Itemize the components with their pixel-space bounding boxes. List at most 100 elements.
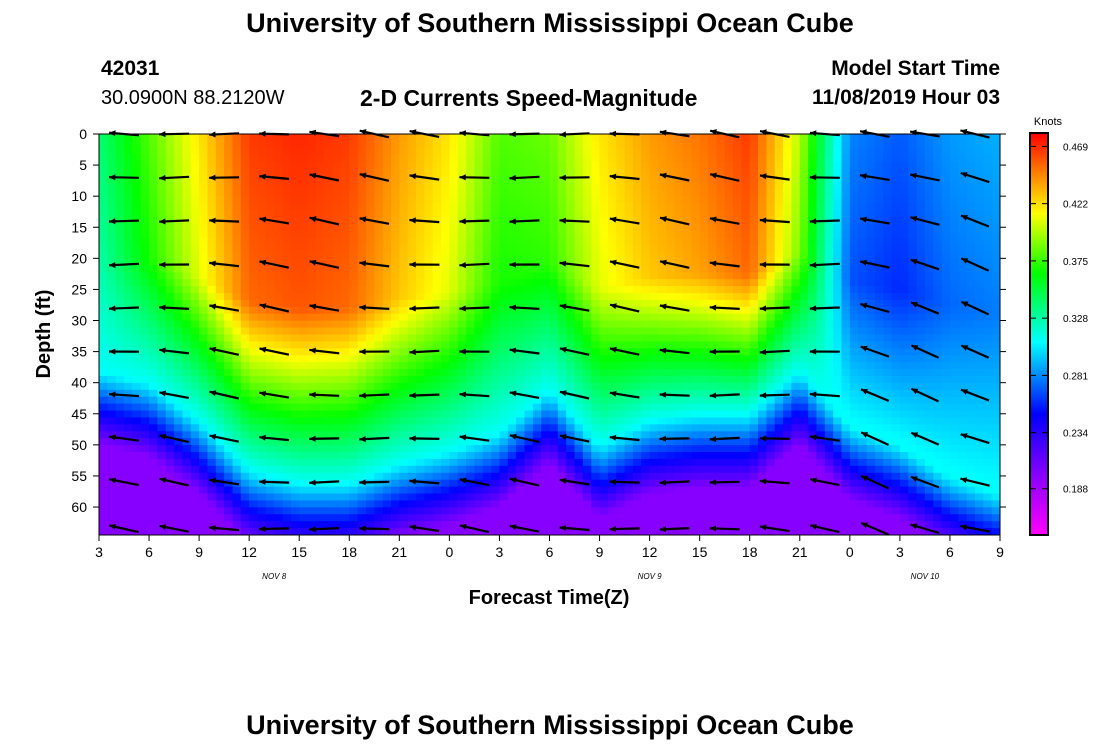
current-vector <box>509 218 540 225</box>
current-vector <box>659 526 690 533</box>
x-tick-label: 21 <box>392 544 408 560</box>
current-vector <box>559 390 590 400</box>
current-vector <box>159 347 190 355</box>
current-vector <box>159 174 190 181</box>
current-vector <box>108 348 140 355</box>
y-tick-label: 40 <box>71 375 87 391</box>
current-vector <box>860 388 890 402</box>
current-vector <box>609 173 640 181</box>
current-vector <box>309 259 340 269</box>
current-vector <box>309 391 340 398</box>
current-vector <box>809 477 840 487</box>
current-vector <box>860 302 890 314</box>
current-vector <box>109 434 140 442</box>
current-vector <box>259 173 290 180</box>
y-tick-label: 60 <box>71 499 87 515</box>
current-vector <box>659 172 690 182</box>
current-vector <box>960 171 990 184</box>
current-vector <box>459 523 490 534</box>
current-vector <box>459 305 490 312</box>
current-vector <box>860 521 890 536</box>
current-vector <box>509 433 540 443</box>
current-vector <box>559 174 590 181</box>
y-tick-label: 30 <box>71 313 87 329</box>
date-label: NOV 9 <box>638 572 663 581</box>
current-vector <box>259 434 290 442</box>
current-vector <box>759 392 790 399</box>
current-vector <box>309 216 340 226</box>
current-vector <box>359 216 390 225</box>
date-label: NOV 10 <box>911 572 940 581</box>
current-vector <box>609 346 640 356</box>
current-vector <box>659 259 690 269</box>
y-tick-label: 25 <box>71 281 87 297</box>
current-vector <box>859 259 890 269</box>
colorbar-gradient <box>1029 132 1049 536</box>
current-vector <box>209 346 240 356</box>
colorbar-tick-label: 0.234 <box>1063 429 1088 440</box>
current-vector <box>960 257 990 272</box>
current-vector <box>559 260 590 268</box>
current-vector <box>259 525 290 532</box>
current-vector <box>459 477 490 487</box>
date-label: NOV 8 <box>262 572 287 581</box>
current-vector <box>159 218 190 225</box>
current-vector <box>108 305 140 312</box>
current-vector <box>860 431 889 446</box>
x-tick-label: 21 <box>792 544 808 560</box>
current-vector <box>409 524 440 533</box>
current-vector <box>109 523 139 534</box>
current-vector <box>709 348 740 355</box>
current-vector <box>359 348 390 355</box>
current-vector <box>259 303 290 313</box>
current-vector <box>759 217 790 224</box>
current-vector <box>359 304 390 311</box>
current-vector <box>960 524 990 533</box>
current-vector <box>108 262 140 269</box>
current-vector <box>759 524 790 533</box>
current-vector <box>509 174 540 181</box>
current-vector <box>209 390 240 400</box>
current-vector <box>859 173 890 181</box>
current-vector <box>459 262 490 269</box>
current-vector <box>309 172 340 182</box>
x-tick-label: 18 <box>341 544 357 560</box>
current-vector <box>108 174 140 181</box>
current-vector <box>859 216 890 225</box>
x-tick-label: 6 <box>145 544 153 560</box>
footer-title: University of Southern Mississippi Ocean… <box>246 710 854 740</box>
x-tick-label: 9 <box>195 544 203 560</box>
current-vector <box>860 345 890 358</box>
current-vector <box>209 217 240 224</box>
current-vector <box>659 303 690 312</box>
y-tick-label: 35 <box>71 344 87 360</box>
colorbar: Knots 0.469 0.422 0.375 0.328 0.281 0.234 0.18… <box>1029 116 1088 536</box>
current-vector <box>209 477 240 486</box>
current-vector <box>309 479 340 486</box>
current-vector <box>309 347 340 355</box>
x-tick-label: 0 <box>445 544 453 560</box>
current-vector <box>709 260 740 268</box>
current-vector <box>359 525 390 532</box>
current-vector <box>159 477 189 487</box>
plot-title: 2-D Currents Speed-Magnitude <box>360 85 698 111</box>
x-tick-label: 9 <box>996 544 1004 560</box>
current-vector <box>309 303 340 312</box>
station-coordinates: 30.0900N 88.2120W <box>101 87 285 109</box>
colorbar-tick-label: 0.188 <box>1063 485 1088 496</box>
x-tick-label: 12 <box>241 544 257 560</box>
current-vector <box>459 391 490 398</box>
current-vector <box>910 431 940 446</box>
current-vector <box>259 259 290 269</box>
current-vector <box>910 523 940 535</box>
current-vector <box>860 474 889 490</box>
current-vector <box>709 479 740 486</box>
x-axis: 3 6 9 12 15 18 21 0 3 6 9 12 15 18 21 0 3 6 9 NOV 8 NOV 9 NOV… <box>95 535 1004 581</box>
current-vector <box>209 174 240 181</box>
current-vector <box>910 387 939 403</box>
x-tick-label: 6 <box>546 544 554 560</box>
colorbar-tick-label: 0.375 <box>1063 257 1088 268</box>
current-vector <box>159 390 190 399</box>
y-tick-label: 5 <box>79 157 87 173</box>
